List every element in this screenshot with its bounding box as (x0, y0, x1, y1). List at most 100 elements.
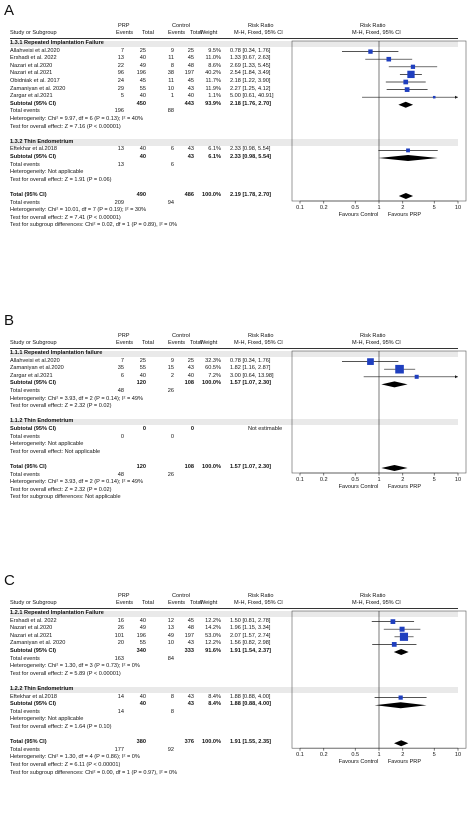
x-tick-label: 2 (401, 477, 404, 483)
cell-prp-events: 29 (117, 85, 124, 92)
x-tick-label: 5 (433, 752, 436, 758)
subgroup-band (10, 610, 458, 617)
cell-prp-total: 120 (136, 464, 146, 470)
stats-note: Test for overall effect: Z = 1.64 (P = 0… (10, 724, 112, 730)
study-name: Zargar et al.2021 (10, 93, 53, 100)
cell-ctrl-total: 40 (187, 372, 194, 379)
study-square (398, 695, 403, 700)
cell-weight: 100.0% (202, 192, 221, 198)
cell-weight: 9.5% (208, 47, 221, 54)
x-tick-label: 2 (401, 752, 404, 758)
cell-weight: 100.0% (202, 380, 221, 387)
cell-weight: 11.9% (205, 85, 221, 92)
cell-prp-total: 40 (139, 55, 146, 62)
overall-total-label: Total (95% CI) (10, 464, 47, 470)
cell-ctrl-total: 45 (187, 55, 194, 62)
cell-ctrl-total: 443 (184, 100, 194, 107)
cell-weight: 8.4% (208, 701, 221, 708)
cell-weight: 6.1% (208, 154, 221, 160)
cell-ctrl-total: 40 (187, 93, 194, 100)
cell-ctrl-total: 0 (190, 426, 194, 432)
header-prp: PRP (118, 23, 130, 29)
study-square (410, 64, 416, 69)
overall-total-label: Total (95% CI) (10, 739, 47, 746)
cell-prp-total: 40 (139, 693, 146, 700)
subtotal-diamond (381, 381, 408, 388)
cell-prp-total: 196 (136, 632, 146, 639)
stats-note: Test for subgroup differences: Chi² = 0.… (10, 769, 178, 776)
header-total: Total (190, 340, 202, 346)
stats-note: Test for overall effect: Z = 7.16 (P < 0… (10, 123, 121, 130)
header-events: Events (116, 340, 134, 346)
favours-left-label: Favours Control (339, 212, 379, 218)
cell-ci: 2.69 [1.33, 5.45] (230, 62, 271, 69)
cell-prp-total: 49 (139, 625, 146, 632)
header-risk-ratio: Risk Ratio (248, 593, 274, 599)
x-tick-label: 1 (377, 477, 380, 483)
subgroup-title: 1.1.1 Repeated Implantation failure (10, 350, 103, 356)
header-weight: Weight (200, 600, 218, 606)
cell-prp-events: 196 (114, 108, 124, 115)
total-events-label: Total events (10, 108, 40, 115)
panel-label: C (4, 572, 15, 589)
cell-ci: 1.91 [1.54, 2.37] (230, 648, 272, 654)
cell-prp-events: 13 (117, 55, 124, 62)
header-study: Study or Subgroup (10, 30, 57, 36)
cell-ci: 1.82 [1.16, 2.87] (230, 365, 271, 372)
cell-ctrl-total: 43 (187, 146, 194, 153)
subgroup-title: 1.1.2 Thin Endometrium (10, 418, 74, 425)
cell-prp-total: 490 (136, 192, 146, 198)
cell-ctrl-total: 48 (187, 62, 194, 69)
cell-ci: Not estimable (248, 426, 283, 432)
stats-note: Test for overall effect: Z = 7.41 (P < 0… (10, 214, 121, 221)
forest-plot-svg: 0.1 0.2 0.5 1 2 5 10 Favours Control Favours PRP (291, 350, 467, 490)
total-events-label: Total events (10, 655, 40, 662)
cell-ci: 2.18 [1.22, 3.90] (230, 78, 271, 84)
cell-weight: 11.0% (205, 55, 221, 62)
cell-prp-total: 40 (139, 372, 146, 379)
cell-weight: 12.2% (205, 640, 221, 647)
subgroup-band (10, 418, 458, 426)
cell-prp-events: 24 (117, 78, 124, 84)
cell-prp-events: 7 (120, 47, 124, 54)
study-name: Eftekhar et al.2018 (10, 693, 57, 700)
study-square (403, 79, 409, 85)
study-square (367, 358, 374, 365)
cell-ctrl-total: 43 (187, 701, 194, 708)
ci-arrow (455, 95, 458, 99)
cell-ctrl-total: 43 (187, 693, 194, 700)
cell-ci: 2.18 [1.76, 2.70] (230, 100, 272, 107)
x-tick-label: 2 (401, 205, 404, 211)
x-tick-label: 0.5 (351, 752, 359, 758)
stats-note: Test for overall effect: Z = 5.89 (P < 0… (10, 670, 121, 677)
cell-prp-total: 45 (139, 78, 146, 84)
cell-weight: 6.1% (208, 146, 221, 153)
cell-ctrl-total: 108 (184, 464, 194, 470)
plot-header-title: Risk Ratio (360, 593, 386, 599)
cell-ctrl-total: 333 (184, 648, 194, 654)
cell-ci: 1.56 [0.82, 2.98] (230, 640, 271, 647)
cell-prp-events: 13 (117, 161, 124, 168)
cell-weight: 11.7% (205, 78, 221, 84)
cell-ci: 3.00 [0.64, 13.98] (230, 372, 274, 379)
panel-label: B (4, 312, 15, 329)
plot-header-title: Risk Ratio (360, 333, 386, 339)
study-square (399, 632, 409, 641)
subgroup-band (10, 686, 458, 693)
cell-ctrl-events: 10 (167, 85, 174, 92)
cell-ctrl-total: 25 (187, 47, 194, 54)
header-total: Total (190, 30, 202, 36)
header-risk-ratio: Risk Ratio (248, 23, 274, 29)
cell-prp-total: 55 (139, 365, 146, 372)
plot-header-method: M-H, Fixed, 95% CI (352, 30, 401, 36)
cell-ctrl-events: 8 (170, 708, 174, 715)
cell-ctrl-events: 92 (167, 746, 174, 753)
study-square (368, 49, 373, 54)
header-events: Events (168, 30, 186, 36)
cell-ci: 1.50 [0.81, 2.78] (230, 617, 271, 624)
study-square (414, 374, 419, 379)
study-name: Obidniak et al. 2017 (10, 78, 60, 84)
study-square (432, 95, 436, 99)
cell-ctrl-events: 11 (168, 55, 174, 62)
cell-prp-events: 209 (114, 199, 124, 206)
